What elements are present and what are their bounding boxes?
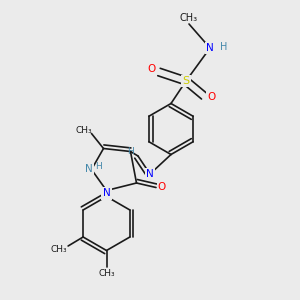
Text: S: S <box>182 76 190 86</box>
Text: O: O <box>207 92 216 103</box>
Text: N: N <box>103 188 110 199</box>
Text: H: H <box>96 162 102 171</box>
Text: CH₃: CH₃ <box>51 244 68 253</box>
Text: CH₃: CH₃ <box>180 13 198 23</box>
Text: N: N <box>85 164 92 175</box>
Text: O: O <box>147 64 156 74</box>
Text: N: N <box>206 43 214 53</box>
Text: CH₃: CH₃ <box>76 126 92 135</box>
Text: O: O <box>158 182 166 193</box>
Text: CH₃: CH₃ <box>98 268 115 278</box>
Text: H: H <box>220 41 227 52</box>
Text: H: H <box>127 147 134 156</box>
Text: N: N <box>146 169 154 179</box>
